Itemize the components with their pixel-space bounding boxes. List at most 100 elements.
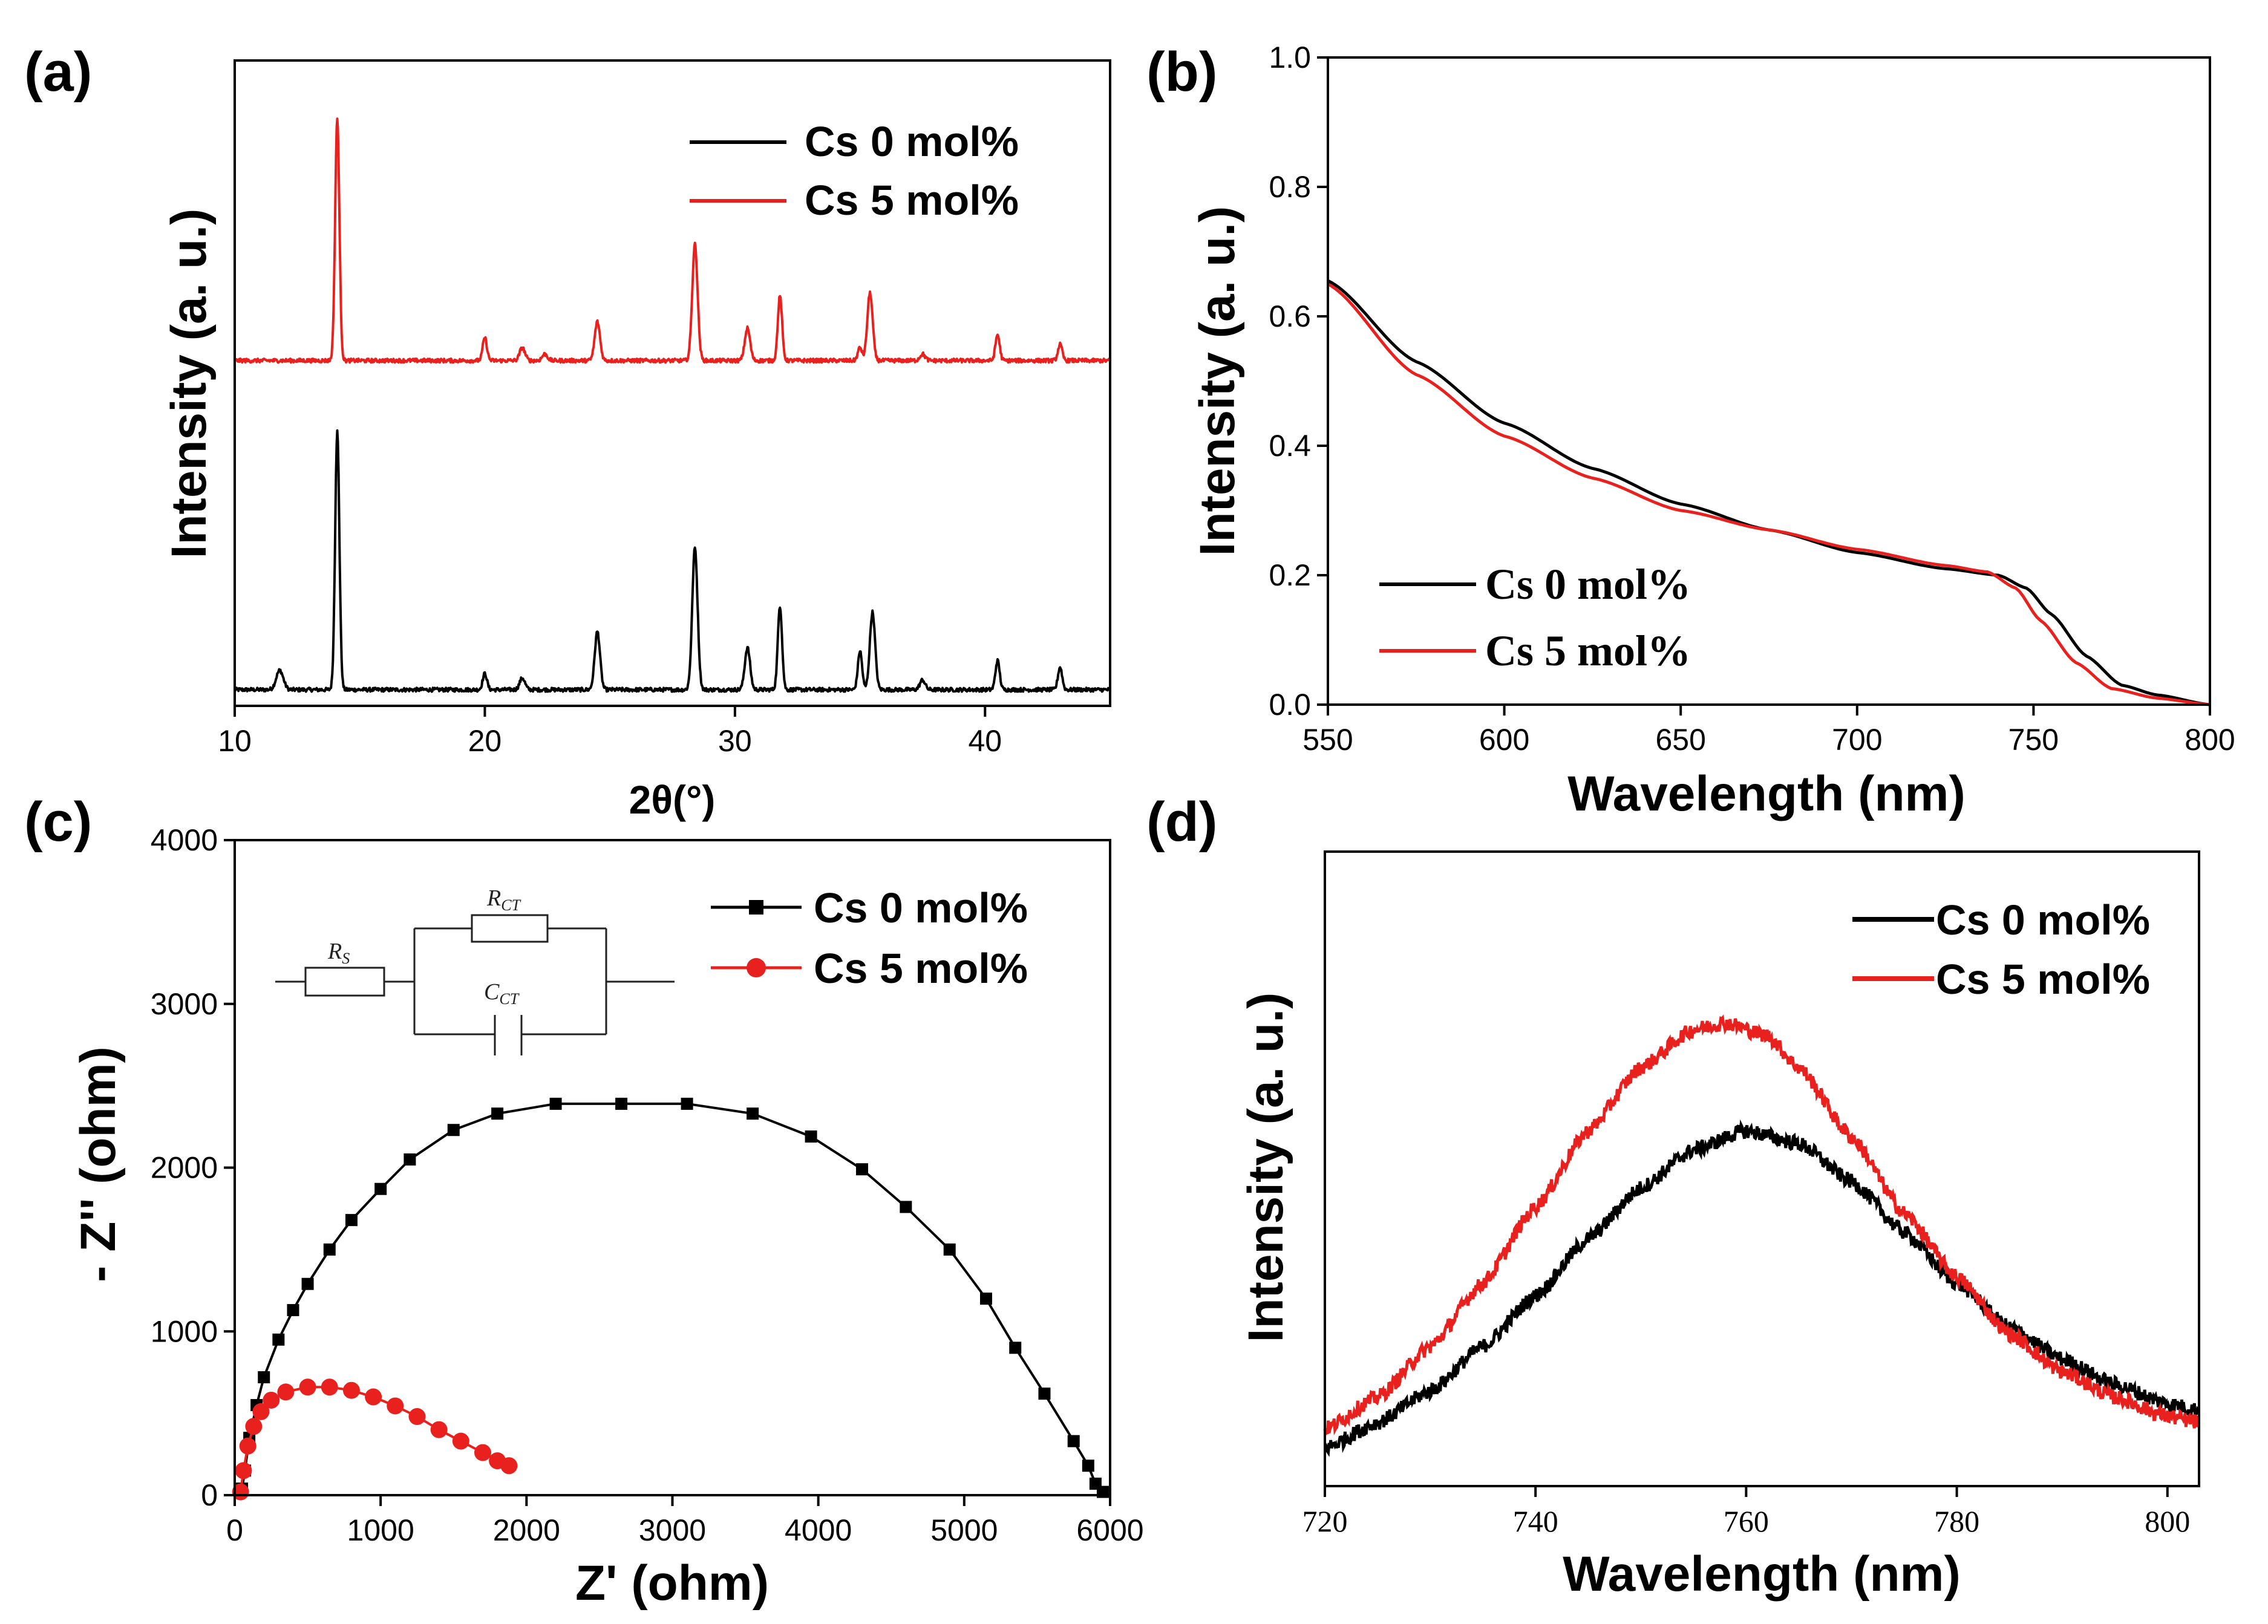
a-plot-frame	[234, 59, 1111, 707]
b-x-tick-label: 800	[2185, 723, 2235, 757]
panel-b-absorption: (b) 550 600 650 700 750 800 0.0 0.2 0.4 0.6 0.8 1.0…	[1146, 41, 2235, 821]
b-series-cs5	[1327, 282, 2211, 706]
c-point-cs0	[404, 1153, 416, 1166]
b-plot-frame	[1327, 56, 2211, 706]
a-x-ticks: 10 20 30 40	[218, 706, 1002, 758]
c-point-cs5	[408, 1408, 426, 1426]
circuit-label-rct-sub: CT	[501, 896, 521, 914]
c-point-cs5	[452, 1432, 469, 1450]
c-legend-marker-circle	[747, 958, 766, 977]
c-y-tick-label: 0	[201, 1478, 218, 1512]
a-x-tick-label: 10	[218, 724, 252, 758]
a-x-tick-label: 30	[718, 724, 752, 758]
c-point-cs0	[1082, 1459, 1094, 1472]
a-x-axis-title: 2θ(°)	[629, 777, 716, 822]
c-point-cs0	[900, 1201, 912, 1213]
circuit-label-rs: RS	[327, 939, 350, 967]
b-legend: Cs 0 mol% Cs 5 mol%	[1379, 560, 1691, 675]
c-point-cs5	[430, 1421, 448, 1438]
d-x-ticks: 720 740 760 780 800	[1302, 1486, 2190, 1538]
c-point-cs5	[235, 1462, 252, 1479]
panel-label-d: (d)	[1146, 791, 1217, 853]
c-point-cs0	[301, 1277, 314, 1290]
d-legend-label-red: Cs 5 mol%	[1936, 956, 2150, 1003]
c-legend-label-red: Cs 5 mol%	[814, 945, 1028, 992]
d-x-tick-label: 780	[1934, 1504, 1979, 1538]
c-point-cs0	[272, 1333, 285, 1346]
c-legend-label-black: Cs 0 mol%	[814, 884, 1028, 931]
b-legend-label-black: Cs 0 mol%	[1485, 560, 1691, 608]
circuit-resistor-rs	[304, 967, 385, 997]
panel-label-a: (a)	[24, 41, 92, 103]
c-point-cs0	[447, 1124, 460, 1136]
c-point-cs5	[342, 1381, 360, 1399]
a-legend: Cs 0 mol% Cs 5 mol%	[690, 118, 1019, 224]
c-point-cs0	[287, 1304, 299, 1317]
c-equivalent-circuit-inset: RS RCT CCT	[275, 885, 675, 1055]
circuit-label-cct: CCT	[484, 979, 520, 1008]
d-x-tick-label: 720	[1302, 1504, 1348, 1538]
c-point-cs0	[856, 1163, 869, 1176]
b-series-cs0	[1327, 279, 2211, 706]
d-series-cs5	[1323, 1014, 2200, 1436]
b-y-tick-label: 0.6	[1269, 299, 1311, 333]
c-x-axis-title: Z' (ohm)	[575, 1556, 769, 1611]
c-x-tick-label: 6000	[1076, 1513, 1143, 1547]
circuit-label-rs-main: R	[327, 939, 342, 964]
circuit-label-rct: RCT	[486, 885, 521, 914]
circuit-label-rct-main: R	[486, 885, 501, 911]
d-series-cs0	[1324, 1119, 2200, 1457]
b-y-axis-title: Intensity (a. u.)	[1190, 206, 1245, 556]
d-x-tick-label: 740	[1513, 1504, 1558, 1538]
c-y-tick-label: 3000	[151, 987, 218, 1021]
b-x-tick-label: 650	[1655, 723, 1705, 757]
a-legend-label-black: Cs 0 mol%	[805, 118, 1019, 165]
panel-a-xrd: (a) 10 20 30 40 2θ(°) Intensity (a. u.) Cs …	[24, 41, 1111, 822]
c-point-cs5	[299, 1378, 316, 1396]
a-x-tick-label: 40	[968, 724, 1002, 758]
c-legend: Cs 0 mol% Cs 5 mol%	[711, 884, 1028, 992]
c-x-tick-label: 5000	[930, 1513, 998, 1547]
d-x-tick-label: 760	[1724, 1504, 1769, 1538]
c-y-axis-title: - Z'' (ohm)	[71, 1046, 126, 1282]
b-y-tick-label: 0.0	[1269, 688, 1311, 722]
c-point-cs0	[1067, 1435, 1080, 1447]
c-point-cs0	[943, 1243, 956, 1256]
a-x-tick-label: 20	[468, 724, 502, 758]
b-x-tick-label: 700	[1832, 723, 1882, 757]
d-curves	[1323, 1014, 2200, 1457]
panel-c-nyquist: (c) 0 1000 2000 3000 4000 5000 6000 0 1000 2000 30…	[24, 791, 1144, 1611]
c-point-cs0	[681, 1097, 693, 1110]
panel-label-c: (c)	[24, 791, 92, 853]
b-x-tick-label: 750	[2008, 723, 2059, 757]
circuit-resistor-rct	[471, 914, 549, 943]
panel-label-b: (b)	[1146, 41, 1217, 103]
a-series-cs5	[234, 117, 1111, 364]
c-point-cs0	[345, 1214, 358, 1227]
c-point-cs5	[365, 1388, 382, 1406]
b-y-tick-label: 0.8	[1269, 170, 1311, 204]
a-legend-label-red: Cs 5 mol%	[805, 177, 1019, 224]
c-point-cs5	[277, 1383, 295, 1401]
c-point-cs0	[615, 1097, 628, 1110]
c-curves	[232, 1097, 1109, 1501]
c-point-cs0	[805, 1130, 817, 1143]
c-point-cs0	[258, 1371, 270, 1384]
b-x-axis-title: Wavelength (nm)	[1567, 766, 1966, 821]
c-point-cs5	[321, 1378, 338, 1396]
a-series-cs0	[234, 429, 1111, 693]
c-point-cs5	[245, 1418, 263, 1435]
c-point-cs0	[747, 1107, 759, 1120]
d-x-axis-title: Wavelength (nm)	[1563, 1547, 1961, 1602]
circuit-label-cct-sub: CT	[499, 990, 519, 1008]
b-y-tick-label: 0.4	[1269, 429, 1311, 463]
c-x-tick-label: 0	[226, 1513, 243, 1547]
c-point-cs0	[323, 1243, 336, 1256]
c-point-cs0	[549, 1097, 562, 1110]
c-x-tick-label: 4000	[785, 1513, 852, 1547]
b-legend-label-red: Cs 5 mol%	[1485, 627, 1691, 675]
c-y-tick-label: 4000	[151, 823, 218, 857]
c-point-cs0	[1038, 1388, 1051, 1400]
a-curves	[234, 117, 1111, 693]
c-y-tick-label: 1000	[151, 1314, 218, 1348]
